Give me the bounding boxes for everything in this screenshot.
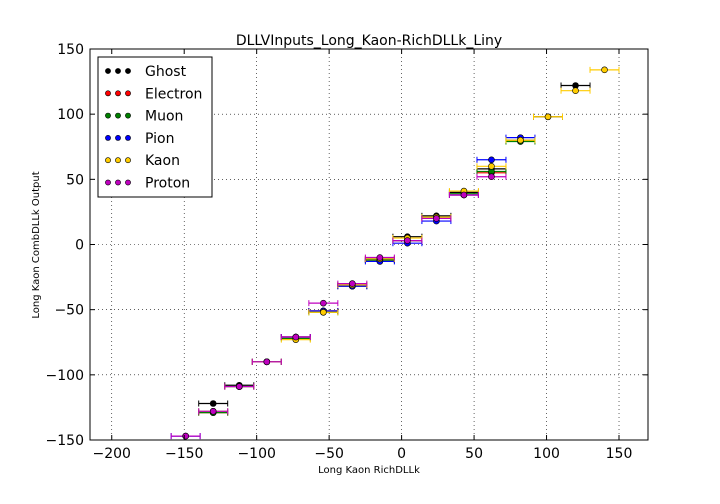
- data-point: [488, 163, 495, 170]
- data-point: [209, 408, 217, 415]
- legend-marker: [105, 90, 111, 97]
- legend-entry: Proton: [145, 176, 190, 192]
- x-tick-label: 150: [606, 446, 633, 462]
- y-tick-label: 0: [75, 238, 84, 254]
- x-tick-label: 100: [533, 446, 560, 462]
- legend-marker: [105, 179, 111, 186]
- data-point: [292, 333, 300, 341]
- legend-marker: [115, 90, 121, 97]
- legend-entry: Electron: [145, 86, 202, 102]
- y-axis-label: Long Kaon CombDLLk Output: [31, 171, 42, 318]
- legend-marker: [105, 134, 111, 141]
- legend-marker: [125, 112, 131, 119]
- x-axis-label: Long Kaon RichDLLk: [318, 465, 420, 476]
- x-tick-label: −50: [314, 446, 344, 462]
- data-point: [488, 156, 495, 164]
- data-point: [235, 383, 243, 390]
- data-layer: [170, 66, 620, 440]
- legend-marker: [125, 90, 131, 97]
- x-tick-label: 0: [397, 446, 406, 462]
- data-point: [488, 173, 495, 181]
- y-tick-label: 100: [57, 107, 84, 123]
- y-tick-label: 50: [66, 172, 84, 188]
- legend-marker: [105, 112, 111, 119]
- data-point: [572, 87, 579, 95]
- legend-marker: [125, 157, 131, 164]
- data-point: [349, 280, 356, 287]
- data-point: [182, 432, 189, 440]
- data-point: [320, 308, 327, 316]
- x-tick-label: −100: [237, 446, 275, 462]
- legend-marker: [115, 134, 121, 141]
- legend-marker: [115, 179, 121, 186]
- legend-entry: Ghost: [145, 64, 187, 80]
- x-tick-label: −200: [93, 446, 131, 462]
- ticks: −200 −150 −100 −50 0 50 100 150 −150 −100 −50 0 50 10…: [46, 42, 648, 462]
- series-proton: [170, 173, 507, 440]
- data-point: [544, 113, 552, 121]
- legend-marker: [105, 68, 111, 74]
- legend-entry: Pion: [145, 131, 174, 147]
- data-point: [601, 66, 608, 74]
- legend-marker: [125, 134, 131, 141]
- legend: Ghost Electron Muon Pion Kaon Proton: [97, 56, 213, 198]
- y-tick-label: 150: [57, 42, 84, 58]
- data-point: [320, 299, 327, 307]
- legend-box: [97, 56, 213, 198]
- legend-marker: [125, 179, 131, 186]
- data-point: [433, 215, 440, 222]
- legend-marker: [115, 157, 121, 164]
- data-point: [404, 237, 411, 244]
- legend-marker: [115, 112, 121, 119]
- y-tick-label: −150: [46, 433, 84, 449]
- data-point: [517, 136, 524, 144]
- legend-marker: [125, 68, 131, 74]
- y-tick-label: −100: [46, 368, 84, 384]
- legend-marker: [105, 157, 111, 164]
- data-point: [376, 254, 384, 261]
- legend-marker: [115, 68, 121, 74]
- legend-entry: Muon: [145, 109, 183, 125]
- chart-title: DLLVInputs_Long_Kaon-RichDLLk_Liny: [236, 33, 502, 49]
- y-tick-label: −50: [54, 303, 84, 319]
- data-point: [263, 358, 271, 366]
- data-point: [460, 191, 468, 199]
- x-tick-label: −150: [165, 446, 203, 462]
- legend-entry: Kaon: [145, 153, 180, 169]
- data-point: [209, 400, 217, 407]
- x-tick-label: 50: [465, 446, 483, 462]
